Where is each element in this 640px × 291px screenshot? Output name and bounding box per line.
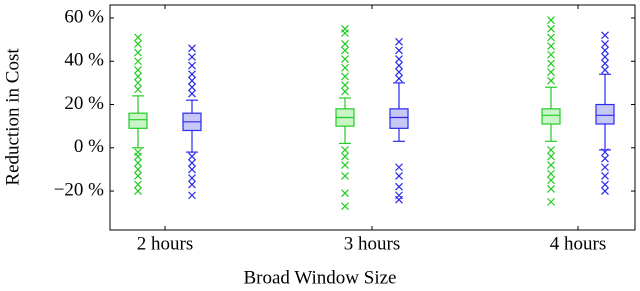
outlier — [547, 169, 555, 178]
outlier — [188, 44, 196, 53]
outlier — [134, 187, 142, 195]
y-tick-label: 40 % — [64, 50, 104, 71]
outlier — [188, 52, 196, 61]
outlier — [341, 55, 349, 64]
outlier — [547, 146, 555, 154]
outlier — [547, 59, 555, 68]
outlier — [134, 48, 142, 57]
outlier — [395, 171, 403, 180]
outlier — [341, 189, 349, 198]
outlier — [188, 191, 196, 200]
outlier — [601, 154, 609, 163]
outlier — [601, 40, 609, 48]
outlier — [134, 72, 142, 81]
outlier — [188, 180, 196, 189]
outlier — [395, 74, 403, 83]
outlier — [601, 163, 609, 172]
outlier — [395, 37, 403, 46]
outlier — [601, 59, 609, 68]
outlier — [188, 70, 196, 79]
outlier — [341, 161, 349, 170]
outlier — [134, 152, 142, 161]
outlier — [188, 83, 196, 92]
y-tick-label: 0 % — [74, 136, 104, 157]
outlier — [601, 31, 609, 40]
outlier — [547, 24, 555, 33]
outlier — [134, 159, 142, 167]
outlier — [547, 76, 555, 85]
outlier — [341, 72, 349, 81]
outlier — [547, 16, 555, 25]
outlier — [395, 182, 403, 191]
outlier — [547, 50, 555, 59]
outlier — [134, 57, 142, 66]
outlier — [134, 165, 142, 174]
outlier — [395, 61, 403, 70]
box — [389, 108, 409, 129]
box — [128, 112, 148, 129]
y-tick-label: −20 % — [54, 179, 104, 200]
outlier — [188, 159, 196, 167]
outlier — [547, 184, 555, 193]
outlier — [134, 78, 142, 87]
outlier — [188, 152, 196, 161]
outlier — [601, 171, 609, 180]
outlier — [547, 197, 555, 206]
box — [595, 103, 615, 125]
outlier — [134, 180, 142, 189]
box — [541, 108, 561, 125]
outlier — [134, 65, 142, 74]
outlier — [547, 176, 555, 185]
outlier — [134, 40, 142, 48]
x-tick-label: 4 hours — [550, 233, 606, 254]
outlier — [601, 52, 609, 61]
outlier — [188, 61, 196, 70]
outlier — [601, 46, 609, 55]
outlier — [341, 152, 349, 161]
outlier — [547, 161, 555, 170]
outlier — [188, 76, 196, 85]
outlier — [547, 152, 555, 161]
outlier — [395, 68, 403, 76]
outlier — [547, 42, 555, 51]
outlier — [188, 165, 196, 174]
outlier — [341, 146, 349, 154]
outlier — [547, 68, 555, 76]
outlier — [341, 171, 349, 180]
outlier — [547, 33, 555, 42]
outlier — [601, 187, 609, 195]
outlier — [601, 148, 609, 157]
outlier — [395, 163, 403, 172]
outlier — [134, 85, 142, 94]
outlier — [134, 33, 142, 42]
outlier — [601, 180, 609, 189]
y-tick-label: 20 % — [64, 93, 104, 114]
outlier — [395, 46, 403, 55]
outlier — [341, 202, 349, 211]
y-axis-label: Reduction in Cost — [2, 48, 23, 186]
outlier — [341, 24, 349, 33]
outlier — [134, 171, 142, 180]
outlier — [395, 55, 403, 64]
x-tick-label: 2 hours — [137, 233, 193, 254]
outlier — [341, 46, 349, 55]
outlier — [341, 87, 349, 96]
x-axis-label: Broad Window Size — [244, 267, 397, 288]
outlier — [188, 174, 196, 183]
outlier — [395, 195, 403, 204]
y-tick-label: 60 % — [64, 6, 104, 27]
outlier — [601, 65, 609, 74]
outlier — [188, 89, 196, 98]
outlier — [341, 81, 349, 89]
x-tick-label: 3 hours — [344, 233, 400, 254]
outlier — [341, 40, 349, 48]
outlier — [341, 63, 349, 72]
